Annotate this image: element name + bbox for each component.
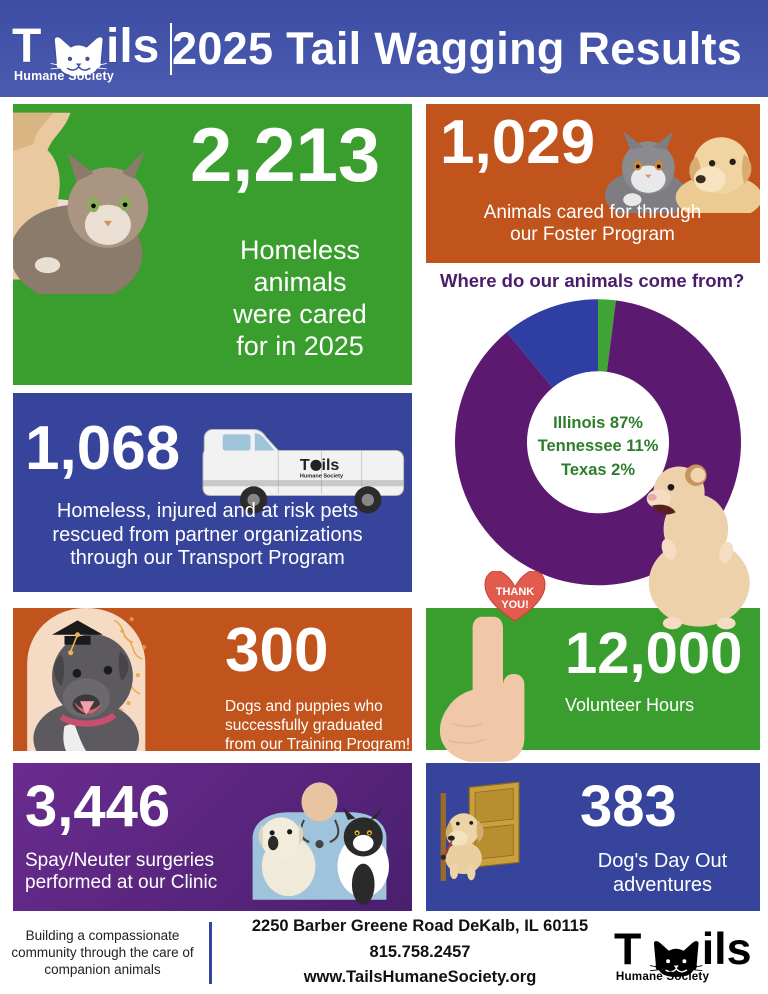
svg-text:ils: ils [322,456,340,474]
svg-text:THANK: THANK [496,586,535,598]
svg-text:ils: ils [702,924,752,974]
svg-text:T: T [614,924,641,974]
svg-text:YOU!: YOU! [501,599,529,611]
svg-text:Humane Society: Humane Society [616,970,710,983]
svg-text:T: T [300,456,310,474]
svg-text:Humane Society: Humane Society [300,474,344,480]
